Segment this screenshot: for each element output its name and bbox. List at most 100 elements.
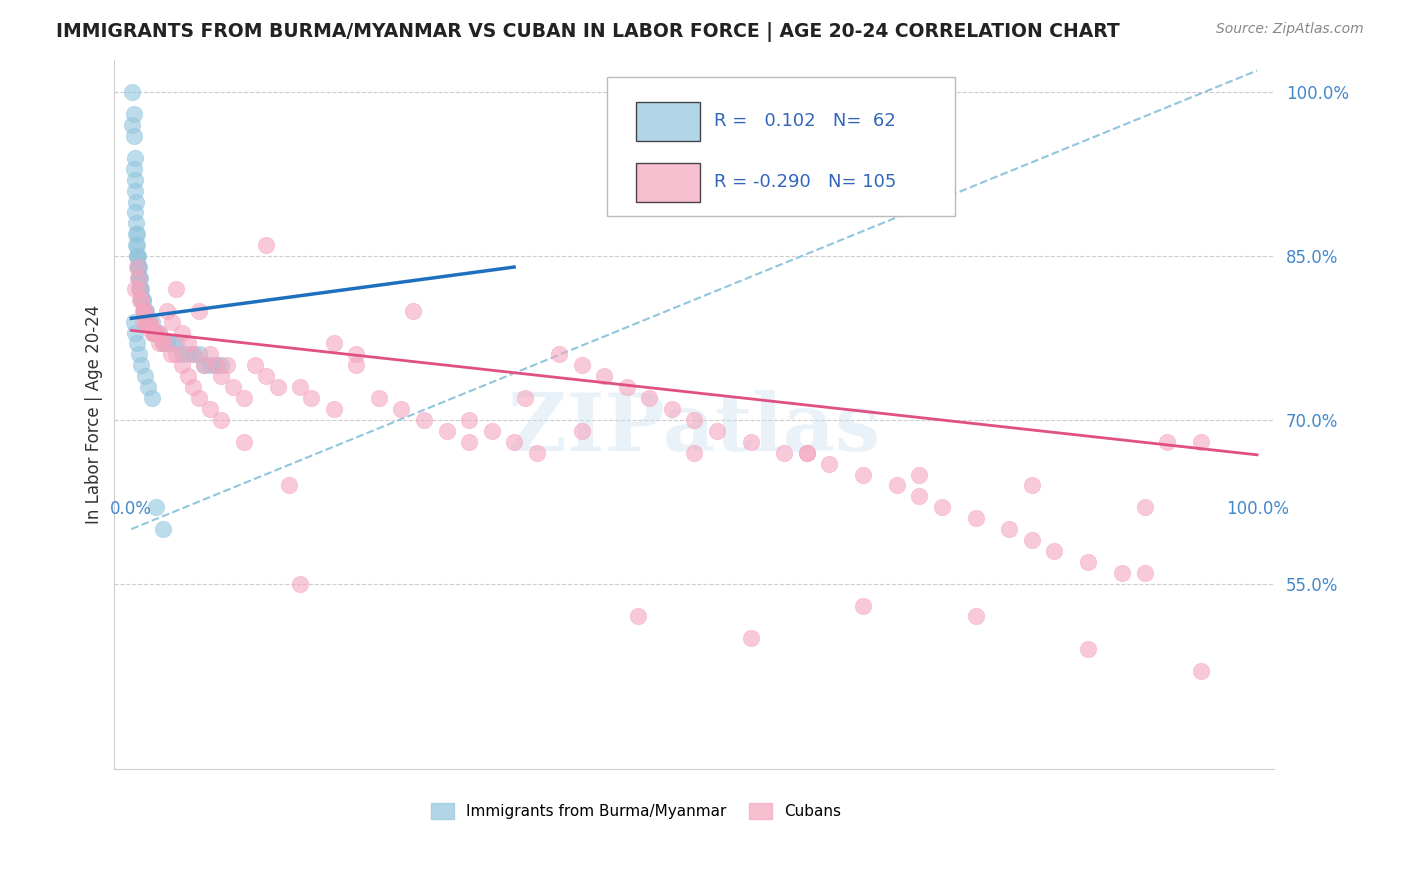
Point [125,194,148,209]
Point [301,391,323,405]
Point [135,315,157,329]
Point [266,380,288,394]
Point [160,315,183,329]
Point [323,402,346,417]
Point [129,282,152,296]
Point [571,424,593,438]
Point [148,326,170,340]
Point [571,359,593,373]
Point [740,434,762,449]
Point [965,511,987,525]
Point [458,434,481,449]
Legend: Immigrants from Burma/Myanmar, Cubans: Immigrants from Burma/Myanmar, Cubans [425,797,848,825]
Point [131,293,153,307]
Point [122,161,145,176]
Point [132,303,155,318]
Point [965,609,987,624]
Point [156,303,179,318]
Point [254,238,277,252]
Point [1021,478,1043,492]
Point [232,391,254,405]
Point [593,369,616,384]
Point [683,413,706,427]
Point [131,359,153,373]
Point [141,315,163,329]
Point [136,380,159,394]
Point [136,315,159,329]
Point [122,128,145,143]
Point [141,326,163,340]
Point [128,282,150,296]
Point [159,347,181,361]
Point [277,478,299,492]
Point [125,238,148,252]
Point [145,326,167,340]
Point [165,336,187,351]
Point [136,315,159,329]
Point [139,315,162,329]
Point [193,359,215,373]
Point [125,260,148,274]
Point [127,249,149,263]
Point [170,347,193,361]
Point [124,205,146,219]
Point [661,402,683,417]
Point [125,249,148,263]
Point [136,315,159,329]
Point [773,445,796,459]
Y-axis label: In Labor Force | Age 20-24: In Labor Force | Age 20-24 [86,305,103,524]
Point [243,359,266,373]
Point [391,402,413,417]
Point [128,271,150,285]
Point [187,303,209,318]
FancyBboxPatch shape [637,162,700,202]
Point [368,391,391,405]
Point [616,380,638,394]
Point [187,391,209,405]
Point [198,359,221,373]
Point [209,369,232,384]
Point [796,445,818,459]
Point [142,326,165,340]
Text: 100.0%: 100.0% [1226,500,1289,517]
Point [125,227,148,242]
Point [204,359,226,373]
Point [209,359,232,373]
Point [129,293,152,307]
Point [152,336,174,351]
Point [683,445,706,459]
Point [128,347,150,361]
Point [1133,566,1156,580]
Point [254,369,277,384]
Point [323,336,346,351]
Point [187,347,209,361]
Point [125,336,148,351]
Point [127,271,149,285]
Point [148,336,170,351]
Text: ZIPatlas: ZIPatlas [508,390,880,467]
Point [124,282,146,296]
Point [124,172,146,186]
Point [121,86,143,100]
Text: 0.0%: 0.0% [110,500,152,517]
Point [346,347,368,361]
Point [458,413,481,427]
Text: R =   0.102   N=  62: R = 0.102 N= 62 [714,112,896,130]
Point [886,478,908,492]
Text: R = -0.290   N= 105: R = -0.290 N= 105 [714,173,896,192]
Point [170,326,193,340]
Point [998,522,1021,536]
Point [1156,434,1178,449]
Point [413,413,436,427]
Point [131,303,153,318]
Point [145,500,167,515]
Point [142,326,165,340]
Point [152,522,174,536]
Point [1133,500,1156,515]
Point [131,293,153,307]
Point [1189,664,1212,678]
Point [193,359,215,373]
Point [852,467,875,482]
Point [181,380,204,394]
Point [122,315,145,329]
